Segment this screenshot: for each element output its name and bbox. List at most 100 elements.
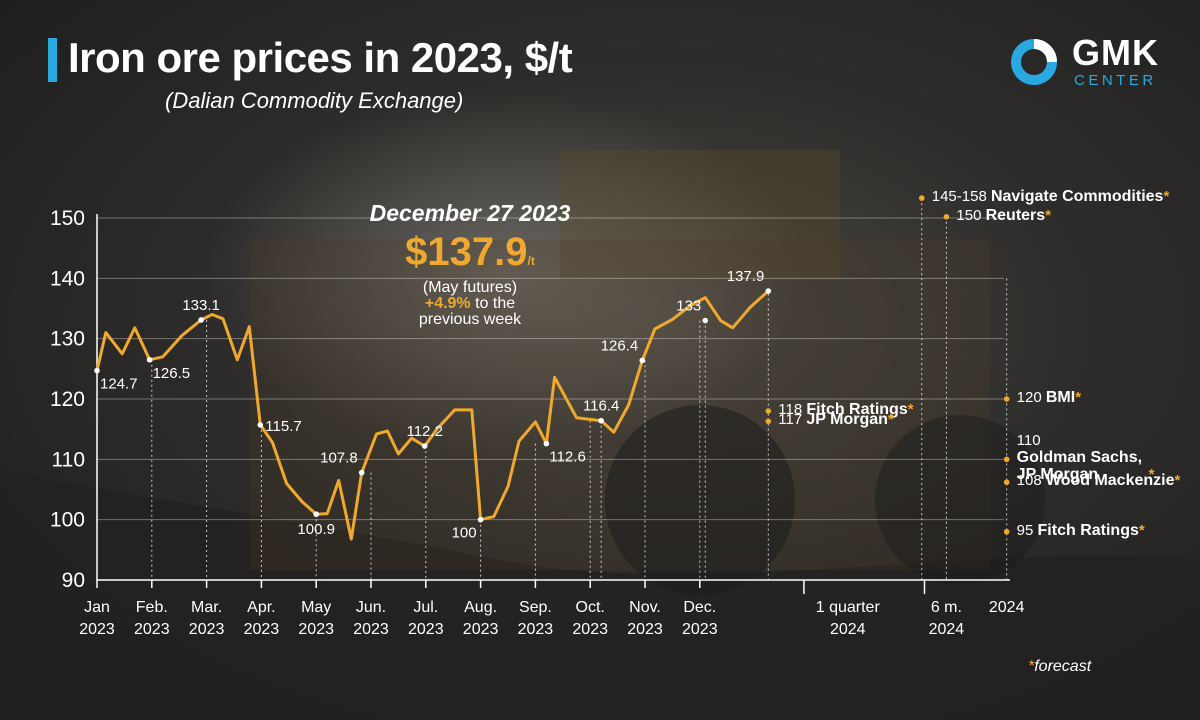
x-tick-label: 6 m. bbox=[931, 599, 962, 616]
y-tick-label: 150 bbox=[50, 207, 85, 230]
callout-date: December 27 2023 bbox=[369, 200, 571, 226]
forecast-star: * bbox=[1163, 188, 1170, 206]
y-tick-label: 110 bbox=[52, 448, 85, 471]
forecast-source: JP Morgan bbox=[806, 411, 888, 429]
forecast-source: Fitch Ratings bbox=[1037, 521, 1139, 539]
data-point bbox=[598, 417, 604, 424]
forecast-value: 117 bbox=[778, 411, 807, 429]
forecast-label: 145-158 Navigate Commodities* bbox=[932, 188, 1170, 206]
data-label: 112.2 bbox=[406, 423, 442, 440]
forecast-star: * bbox=[1174, 472, 1181, 490]
y-tick-label: 140 bbox=[50, 267, 85, 290]
data-point bbox=[198, 317, 204, 323]
x-tick-label: 1 quarter bbox=[816, 599, 881, 616]
data-point bbox=[358, 469, 365, 476]
data-label: 133.1 bbox=[182, 297, 220, 314]
callout-price: $137.9/t bbox=[300, 230, 640, 275]
x-tick-year: 2023 bbox=[627, 621, 663, 638]
x-tick-year: 2023 bbox=[463, 621, 499, 638]
x-tick-year: 2023 bbox=[682, 621, 718, 638]
data-point bbox=[313, 511, 320, 518]
forecast-point bbox=[918, 195, 925, 201]
x-tick-year: 2023 bbox=[408, 621, 444, 638]
data-label: 126.5 bbox=[153, 365, 191, 382]
footnote-text: forecast bbox=[1034, 658, 1092, 675]
data-point bbox=[639, 357, 646, 364]
forecast-star: * bbox=[1045, 206, 1052, 224]
data-label: 124.7 bbox=[100, 376, 138, 393]
forecast-label: 110 Goldman Sachs, JP Morgan * bbox=[1017, 432, 1167, 483]
x-tick-year: 2023 bbox=[79, 621, 115, 638]
page-title: Iron ore prices in 2023, $/t bbox=[68, 34, 573, 81]
forecast-label: 108 Wood Mackenzie* bbox=[1017, 472, 1181, 490]
data-label: 115.7 bbox=[265, 418, 301, 435]
x-tick-label: Dec. bbox=[683, 599, 716, 616]
x-tick-year: 2023 bbox=[353, 621, 389, 638]
x-tick-label: Jul. bbox=[413, 599, 438, 616]
callout-note-line2: +4.9% to the bbox=[350, 296, 590, 312]
data-point bbox=[765, 288, 772, 294]
forecast-source: BMI bbox=[1045, 389, 1076, 406]
forecast-value: 118 bbox=[778, 401, 807, 419]
callout-percent: +4.9% bbox=[424, 295, 471, 312]
x-tick-year: 2023 bbox=[244, 621, 280, 638]
y-tick-label: 90 bbox=[62, 569, 85, 592]
x-tick-label: Nov. bbox=[629, 599, 661, 616]
forecast-star: * bbox=[887, 411, 894, 429]
data-label: 116.4 bbox=[583, 398, 619, 415]
forecast-value: 108 bbox=[1016, 472, 1046, 490]
x-tick-year: 2023 bbox=[189, 621, 225, 638]
data-point bbox=[702, 317, 709, 324]
footnote-star: * bbox=[1028, 658, 1035, 675]
forecast-star: * bbox=[1148, 466, 1155, 484]
x-tick-year: 2023 bbox=[572, 621, 608, 638]
callout-price-value: $137.9 bbox=[405, 230, 528, 274]
x-tick-year: 2023 bbox=[298, 621, 334, 638]
callout-note: (May futures) +4.9% to the previous week bbox=[350, 280, 590, 328]
forecast-point bbox=[943, 213, 950, 220]
forecast-star: * bbox=[1138, 521, 1145, 539]
callout-note-line3: previous week bbox=[418, 311, 522, 328]
forecast-point bbox=[1003, 528, 1010, 535]
logo-subtext: CENTER bbox=[1074, 72, 1157, 89]
forecast-source: Wood Mackenzie bbox=[1045, 472, 1175, 490]
forecast-label: 120 BMI* bbox=[1017, 389, 1081, 407]
forecast-value: 150 bbox=[956, 206, 986, 224]
data-point bbox=[146, 356, 153, 363]
forecast-label: 95 Fitch Ratings* bbox=[1017, 522, 1145, 540]
logo: GMK CENTER bbox=[1006, 32, 1176, 92]
callout-price-unit: /t bbox=[527, 254, 535, 268]
x-tick-year: 2023 bbox=[134, 621, 170, 638]
data-label: 133 bbox=[676, 298, 701, 315]
forecast-point bbox=[765, 418, 772, 425]
logo-text: GMK bbox=[1072, 32, 1159, 73]
forecast-label: 118 Fitch Ratings* bbox=[778, 401, 913, 419]
forecast-source: Navigate Commodities bbox=[990, 188, 1164, 206]
forecast-label: 117 JP Morgan* bbox=[778, 411, 893, 429]
x-tick-label: Jun. bbox=[356, 599, 386, 616]
y-tick-label: 130 bbox=[50, 328, 85, 351]
x-tick-label: Jan bbox=[84, 599, 110, 616]
price-line bbox=[95, 289, 770, 541]
forecast-point bbox=[1003, 479, 1010, 486]
forecast-source: Reuters bbox=[985, 206, 1046, 224]
x-tick-year: 2024 bbox=[830, 621, 866, 638]
data-label: 100.9 bbox=[297, 521, 335, 538]
y-tick-label: 100 bbox=[50, 509, 85, 532]
x-tick-label: Mar. bbox=[191, 599, 222, 616]
x-tick-year: 2023 bbox=[518, 621, 554, 638]
data-point bbox=[543, 440, 550, 447]
x-tick-label: Feb. bbox=[136, 599, 168, 616]
forecast-value: 110 bbox=[1016, 432, 1041, 450]
logo-ring-icon bbox=[1011, 39, 1057, 85]
data-label: 107.8 bbox=[320, 450, 358, 467]
forecast-value: 95 bbox=[1016, 521, 1038, 539]
x-tick-label: Aug. bbox=[464, 599, 497, 616]
forecast-value: 120 bbox=[1016, 389, 1046, 406]
forecast-label: 150 Reuters* bbox=[956, 207, 1051, 225]
footnote: *forecast bbox=[1028, 658, 1091, 676]
forecast-source: Fitch Ratings bbox=[806, 401, 908, 419]
